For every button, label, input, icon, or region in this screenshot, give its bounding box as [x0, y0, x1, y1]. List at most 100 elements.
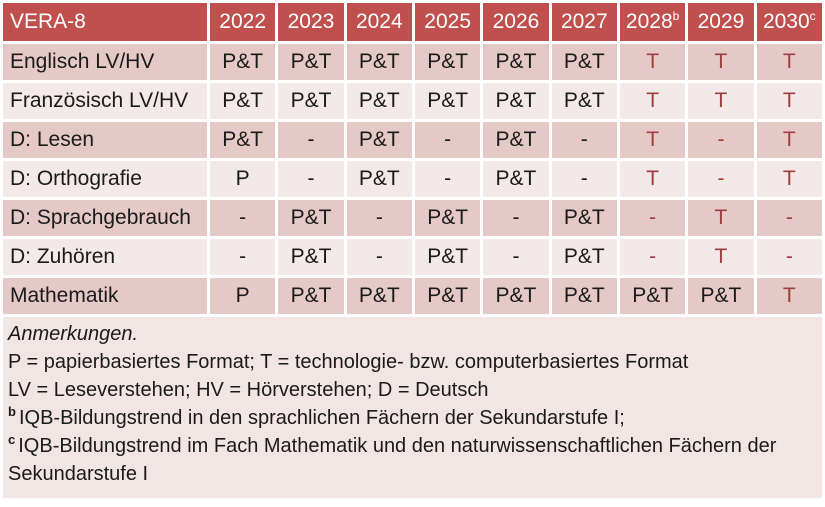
format-cell: P&T	[278, 200, 344, 236]
year-header-cell: 2025	[414, 3, 481, 41]
format-cell: P	[210, 161, 276, 197]
format-cell: T	[756, 44, 822, 80]
format-cell: P&T	[483, 44, 549, 80]
note-text: LV = Leseverstehen; HV = Hörverstehen; D…	[8, 379, 489, 401]
format-cell: -	[756, 239, 822, 275]
vera8-schedule-table: VERA-8 2022 2023 2024 2025 2026 2027 202…	[3, 3, 822, 314]
format-cell: T	[756, 122, 822, 158]
table-header-row: VERA-8 2022 2023 2024 2025 2026 2027 202…	[3, 3, 822, 41]
format-cell: T	[688, 200, 754, 236]
format-cell: -	[414, 122, 481, 158]
table-row: D: Sprachgebrauch - P&T - P&T - P&T - T …	[3, 200, 822, 236]
format-cell: P&T	[278, 44, 344, 80]
year-superscript: c	[809, 9, 816, 23]
format-cell: P&T	[483, 161, 549, 197]
format-cell: -	[278, 122, 344, 158]
year-label: 2022	[219, 10, 267, 33]
notes-section: Anmerkungen. P = papierbasiertes Format;…	[3, 317, 822, 498]
table-body: Englisch LV/HV P&T P&T P&T P&T P&T P&T T…	[3, 44, 822, 314]
row-label: D: Sprachgebrauch	[3, 200, 207, 236]
note-line: b IQB-Bildungstrend in den sprachlichen F…	[8, 404, 817, 432]
format-cell: T	[688, 239, 754, 275]
format-cell: P&T	[414, 200, 481, 236]
format-cell: P&T	[483, 122, 549, 158]
note-line: P = papierbasiertes Format; T = technolo…	[8, 348, 817, 376]
table-row: Mathematik P P&T P&T P&T P&T P&T P&T P&T…	[3, 278, 822, 314]
year-header-cell: 2029	[688, 3, 754, 41]
year-header-cell: 2024	[346, 3, 412, 41]
table-row: Englisch LV/HV P&T P&T P&T P&T P&T P&T T…	[3, 44, 822, 80]
table-row: D: Zuhören - P&T - P&T - P&T - T -	[3, 239, 822, 275]
format-cell: T	[756, 83, 822, 119]
format-cell: P&T	[619, 278, 686, 314]
note-superscript: b	[8, 404, 16, 420]
format-cell: P	[210, 278, 276, 314]
format-cell: -	[551, 161, 617, 197]
format-cell: T	[688, 83, 754, 119]
row-label: D: Zuhören	[3, 239, 207, 275]
format-cell: P&T	[551, 239, 617, 275]
year-label: 2024	[355, 10, 403, 33]
format-cell: P&T	[210, 122, 276, 158]
note-line: LV = Leseverstehen; HV = Hörverstehen; D…	[8, 376, 817, 404]
row-label: D: Orthografie	[3, 161, 207, 197]
note-superscript: c	[8, 432, 16, 448]
table-row: D: Lesen P&T - P&T - P&T - T - T	[3, 122, 822, 158]
year-label: 2029	[697, 10, 745, 33]
format-cell: P&T	[551, 278, 617, 314]
format-cell: P&T	[414, 44, 481, 80]
row-label: Mathematik	[3, 278, 207, 314]
format-cell: P&T	[688, 278, 754, 314]
year-label: 2025	[424, 10, 471, 33]
format-cell: T	[688, 44, 754, 80]
format-cell: P&T	[551, 44, 617, 80]
format-cell: P&T	[414, 278, 481, 314]
format-cell: P&T	[210, 83, 276, 119]
format-cell: -	[346, 200, 412, 236]
format-cell: -	[619, 200, 686, 236]
format-cell: -	[756, 200, 822, 236]
year-header-cell: 2026	[483, 3, 549, 41]
format-cell: -	[414, 161, 481, 197]
format-cell: T	[619, 44, 686, 80]
format-cell: -	[551, 122, 617, 158]
year-header-cell: 2027	[551, 3, 617, 41]
year-label: 2027	[560, 10, 608, 33]
format-cell: T	[756, 278, 822, 314]
format-cell: P&T	[346, 44, 412, 80]
table-row: Französisch LV/HV P&T P&T P&T P&T P&T P&…	[3, 83, 822, 119]
format-cell: -	[346, 239, 412, 275]
note-text: IQB-Bildungstrend in den sprachlichen Fä…	[18, 407, 625, 429]
format-cell: P&T	[483, 278, 549, 314]
note-text: P = papierbasiertes Format; T = technolo…	[8, 351, 689, 373]
format-cell: T	[756, 161, 822, 197]
format-cell: P&T	[551, 200, 617, 236]
year-header-cell: 2023	[278, 3, 344, 41]
year-label: 2023	[287, 10, 335, 33]
format-cell: P&T	[210, 44, 276, 80]
table-row: D: Orthografie P - P&T - P&T - T - T	[3, 161, 822, 197]
format-cell: T	[619, 83, 686, 119]
format-cell: P&T	[278, 278, 344, 314]
format-cell: -	[688, 161, 754, 197]
year-label: 2030	[762, 10, 810, 33]
format-cell: P&T	[346, 83, 412, 119]
year-header-cell: 2030c	[756, 3, 822, 41]
format-cell: -	[688, 122, 754, 158]
format-cell: -	[210, 200, 276, 236]
format-cell: -	[210, 239, 276, 275]
format-cell: P&T	[346, 161, 412, 197]
notes-heading: Anmerkungen.	[8, 323, 139, 345]
row-label: Englisch LV/HV	[3, 44, 207, 80]
format-cell: -	[278, 161, 344, 197]
format-cell: -	[483, 239, 549, 275]
notes-lines: P = papierbasiertes Format; T = technolo…	[8, 348, 817, 488]
format-cell: P&T	[346, 278, 412, 314]
year-label: 2026	[492, 10, 540, 33]
format-cell: -	[619, 239, 686, 275]
format-cell: P&T	[414, 83, 481, 119]
year-label: 2028	[625, 10, 673, 33]
format-cell: P&T	[551, 83, 617, 119]
format-cell: P&T	[346, 122, 412, 158]
